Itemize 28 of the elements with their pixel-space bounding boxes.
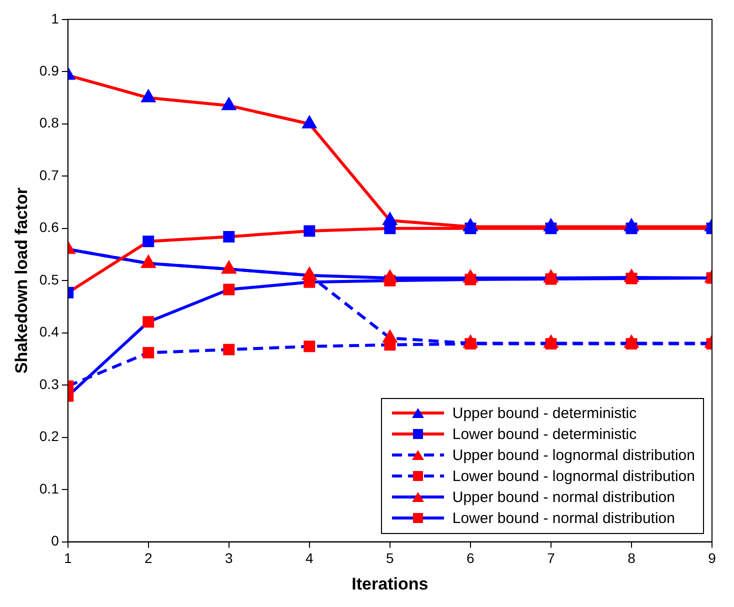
y-tick-label: 0.4	[39, 324, 60, 340]
y-tick-label: 0.6	[39, 219, 60, 236]
x-tick-label: 1	[64, 550, 72, 566]
y-axis-title: Shakedown load factor	[12, 187, 31, 374]
legend-label: Upper bound - lognormal distribution	[452, 446, 695, 464]
x-tick-label: 7	[547, 550, 556, 566]
y-tick-label: 0.5	[39, 271, 60, 288]
x-tick-label: 3	[225, 550, 233, 566]
y-tick-label: 0	[51, 532, 60, 549]
y-tick-label: 0.9	[39, 62, 60, 78]
y-tick-label: 0.2	[39, 428, 60, 444]
y-tick-label: 1	[51, 10, 60, 26]
x-tick-label: 9	[708, 550, 716, 566]
legend-label: Lower bound - lognormal distribution	[452, 468, 695, 485]
x-tick-label: 5	[386, 550, 394, 566]
y-tick-label: 0.3	[39, 376, 60, 392]
legend-label: Lower bound - deterministic	[452, 426, 637, 443]
y-tick-label: 0.1	[39, 480, 60, 496]
y-tick-label: 0.8	[39, 114, 60, 131]
y-tick-label: 0.7	[39, 166, 60, 183]
x-axis-title: Iterations	[352, 574, 428, 594]
legend-label: Upper bound - normal distribution	[452, 488, 675, 506]
x-tick-label: 8	[628, 550, 636, 566]
x-tick-label: 4	[306, 550, 314, 566]
x-tick-label: 2	[144, 550, 152, 566]
legend-label: Upper bound - deterministic	[452, 404, 637, 422]
legend-label: Lower bound - normal distribution	[452, 510, 675, 527]
x-tick-label: 6	[466, 550, 475, 566]
